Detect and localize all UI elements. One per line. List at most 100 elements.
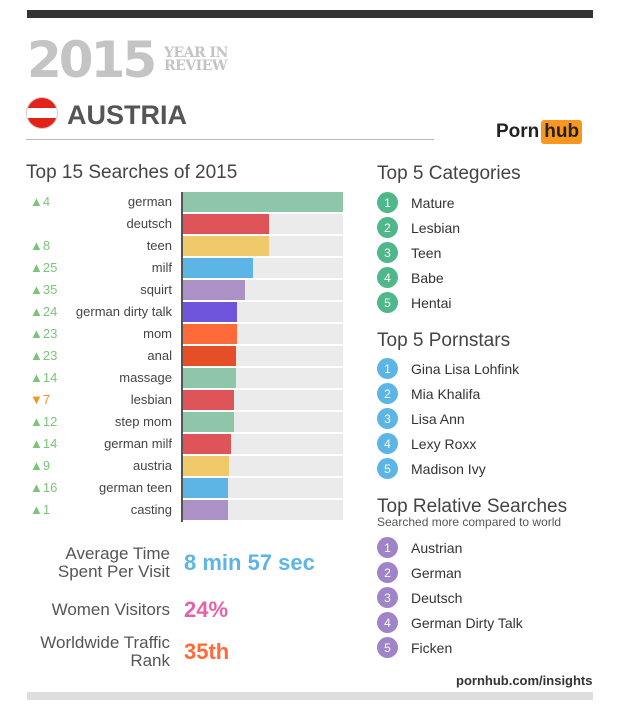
pornstars-title: Top 5 Pornstars: [377, 330, 511, 351]
item-label: Lisa Ann: [411, 410, 465, 427]
item-label: German Dirty Talk: [411, 614, 523, 631]
bar-track: [183, 302, 343, 322]
bar: [183, 346, 236, 366]
rank-change: ▲24: [30, 304, 58, 319]
rank-number: 1: [377, 358, 398, 379]
search-term: squirt: [140, 282, 172, 297]
bar-row: ▼7 lesbian: [26, 390, 346, 410]
item-label: Lexy Roxx: [411, 435, 477, 452]
categories-item: 2 Lesbian: [377, 215, 460, 240]
pornstars-item: 3 Lisa Ann: [377, 406, 519, 431]
relative-item: 3 Deutsch: [377, 585, 523, 610]
bar-track: [183, 368, 343, 388]
categories-title: Top 5 Categories: [377, 163, 521, 184]
rank-change: ▲35: [30, 282, 58, 297]
bar-track: [183, 192, 343, 212]
search-term: german milf: [104, 436, 172, 451]
bar-row: ▲14 massage: [26, 368, 346, 388]
bar-row: ▲35 squirt: [26, 280, 346, 300]
bar: [183, 280, 246, 300]
rank-number: 1: [377, 192, 398, 213]
bar-row: deutsch: [26, 214, 346, 234]
rank-change: ▲14: [30, 436, 58, 451]
item-label: Mature: [411, 194, 455, 211]
year-title: 2015: [27, 31, 157, 89]
footer-url[interactable]: pornhub.com/insights: [456, 673, 593, 688]
country-name: AUSTRIA: [67, 100, 187, 130]
search-term: teen: [146, 238, 172, 253]
relative-item: 4 German Dirty Talk: [377, 610, 523, 635]
austria-flag-icon: [26, 97, 58, 129]
bar-row: ▲12 step mom: [26, 412, 346, 432]
bar: [183, 390, 235, 410]
bar-row: ▲23 mom: [26, 324, 346, 344]
bar-row: ▲25 milf: [26, 258, 346, 278]
rank-change: ▲23: [30, 326, 58, 341]
bar-track: [183, 434, 343, 454]
search-term: austria: [132, 458, 172, 473]
categories-item: 1 Mature: [377, 190, 460, 215]
rank-number: 4: [377, 612, 398, 633]
bar: [183, 434, 231, 454]
pornstars-item: 2 Mia Khalifa: [377, 381, 519, 406]
search-term: massage: [119, 370, 172, 385]
item-label: Teen: [411, 244, 442, 261]
bar-track: [183, 478, 343, 498]
bar: [183, 500, 228, 520]
relative-list: 1 Austrian 2 German 3 Deutsch 4 German Dirty Ta…: [377, 535, 523, 660]
bar: [183, 456, 230, 476]
pornstars-item: 1 Gina Lisa Lohfink: [377, 356, 519, 381]
pornhub-logo: Porn hub: [496, 120, 583, 144]
pornstars-item: 4 Lexy Roxx: [377, 431, 519, 456]
search-term: german dirty talk: [75, 304, 172, 319]
stat-avg-time: Average Time Spent Per Visit 8 min 57 se…: [57, 544, 315, 581]
rank-number: 5: [377, 637, 398, 658]
top-bar: [27, 10, 593, 18]
item-label: Babe: [411, 269, 444, 286]
rank-number: 3: [377, 242, 398, 263]
item-label: Ficken: [411, 639, 453, 656]
stat-women: Women Visitors 24%: [51, 597, 229, 622]
bar-track: [183, 346, 343, 366]
rank-number: 5: [377, 292, 398, 313]
rank-change: ▲25: [30, 260, 58, 275]
bar-row: ▲1 casting: [26, 500, 346, 520]
bar-row: ▲4 german: [26, 192, 346, 212]
bar: [183, 368, 236, 388]
bar: [183, 258, 254, 278]
search-term: casting: [130, 502, 172, 517]
bar-track: [183, 236, 343, 256]
rank-change: ▲23: [30, 348, 58, 363]
rank-number: 2: [377, 562, 398, 583]
bar: [183, 412, 235, 432]
bar-row: ▲23 anal: [26, 346, 346, 366]
rank-change: ▲1: [30, 502, 51, 517]
year-in-review-label: YEAR IN REVIEW: [164, 45, 228, 74]
categories-list: 1 Mature 2 Lesbian 3 Teen 4 Babe 5 Hentai: [377, 190, 460, 315]
bar-track: [183, 258, 343, 278]
item-label: Gina Lisa Lohfink: [411, 360, 520, 377]
search-term: lesbian: [130, 392, 172, 407]
bar-track: [183, 456, 343, 476]
searches-bar-chart: ▲4 german deutsch ▲8 teen ▲25 milf ▲35 squirt ▲24…: [26, 192, 346, 522]
stat-rank: Worldwide Traffic Rank 35th: [40, 633, 230, 670]
item-label: Hentai: [411, 294, 452, 311]
searches-title: Top 15 Searches of 2015: [26, 162, 238, 183]
rank-change: ▼7: [30, 392, 51, 407]
rank-number: 3: [377, 587, 398, 608]
rank-number: 4: [377, 267, 398, 288]
bar: [183, 214, 270, 234]
bar: [183, 478, 228, 498]
item-label: Deutsch: [411, 589, 463, 606]
rank-change: ▲9: [30, 458, 51, 473]
bar-row: ▲9 austria: [26, 456, 346, 476]
relative-item: 1 Austrian: [377, 535, 523, 560]
rank-change: ▲16: [30, 480, 58, 495]
search-term: deutsch: [126, 216, 172, 231]
search-term: german teen: [99, 480, 172, 495]
relative-subtitle: Searched more compared to world: [377, 515, 562, 529]
rank-change: ▲4: [30, 194, 51, 209]
bar-row: ▲24 german dirty talk: [26, 302, 346, 322]
search-term: mom: [143, 326, 172, 341]
rank-change: ▲14: [30, 370, 58, 385]
